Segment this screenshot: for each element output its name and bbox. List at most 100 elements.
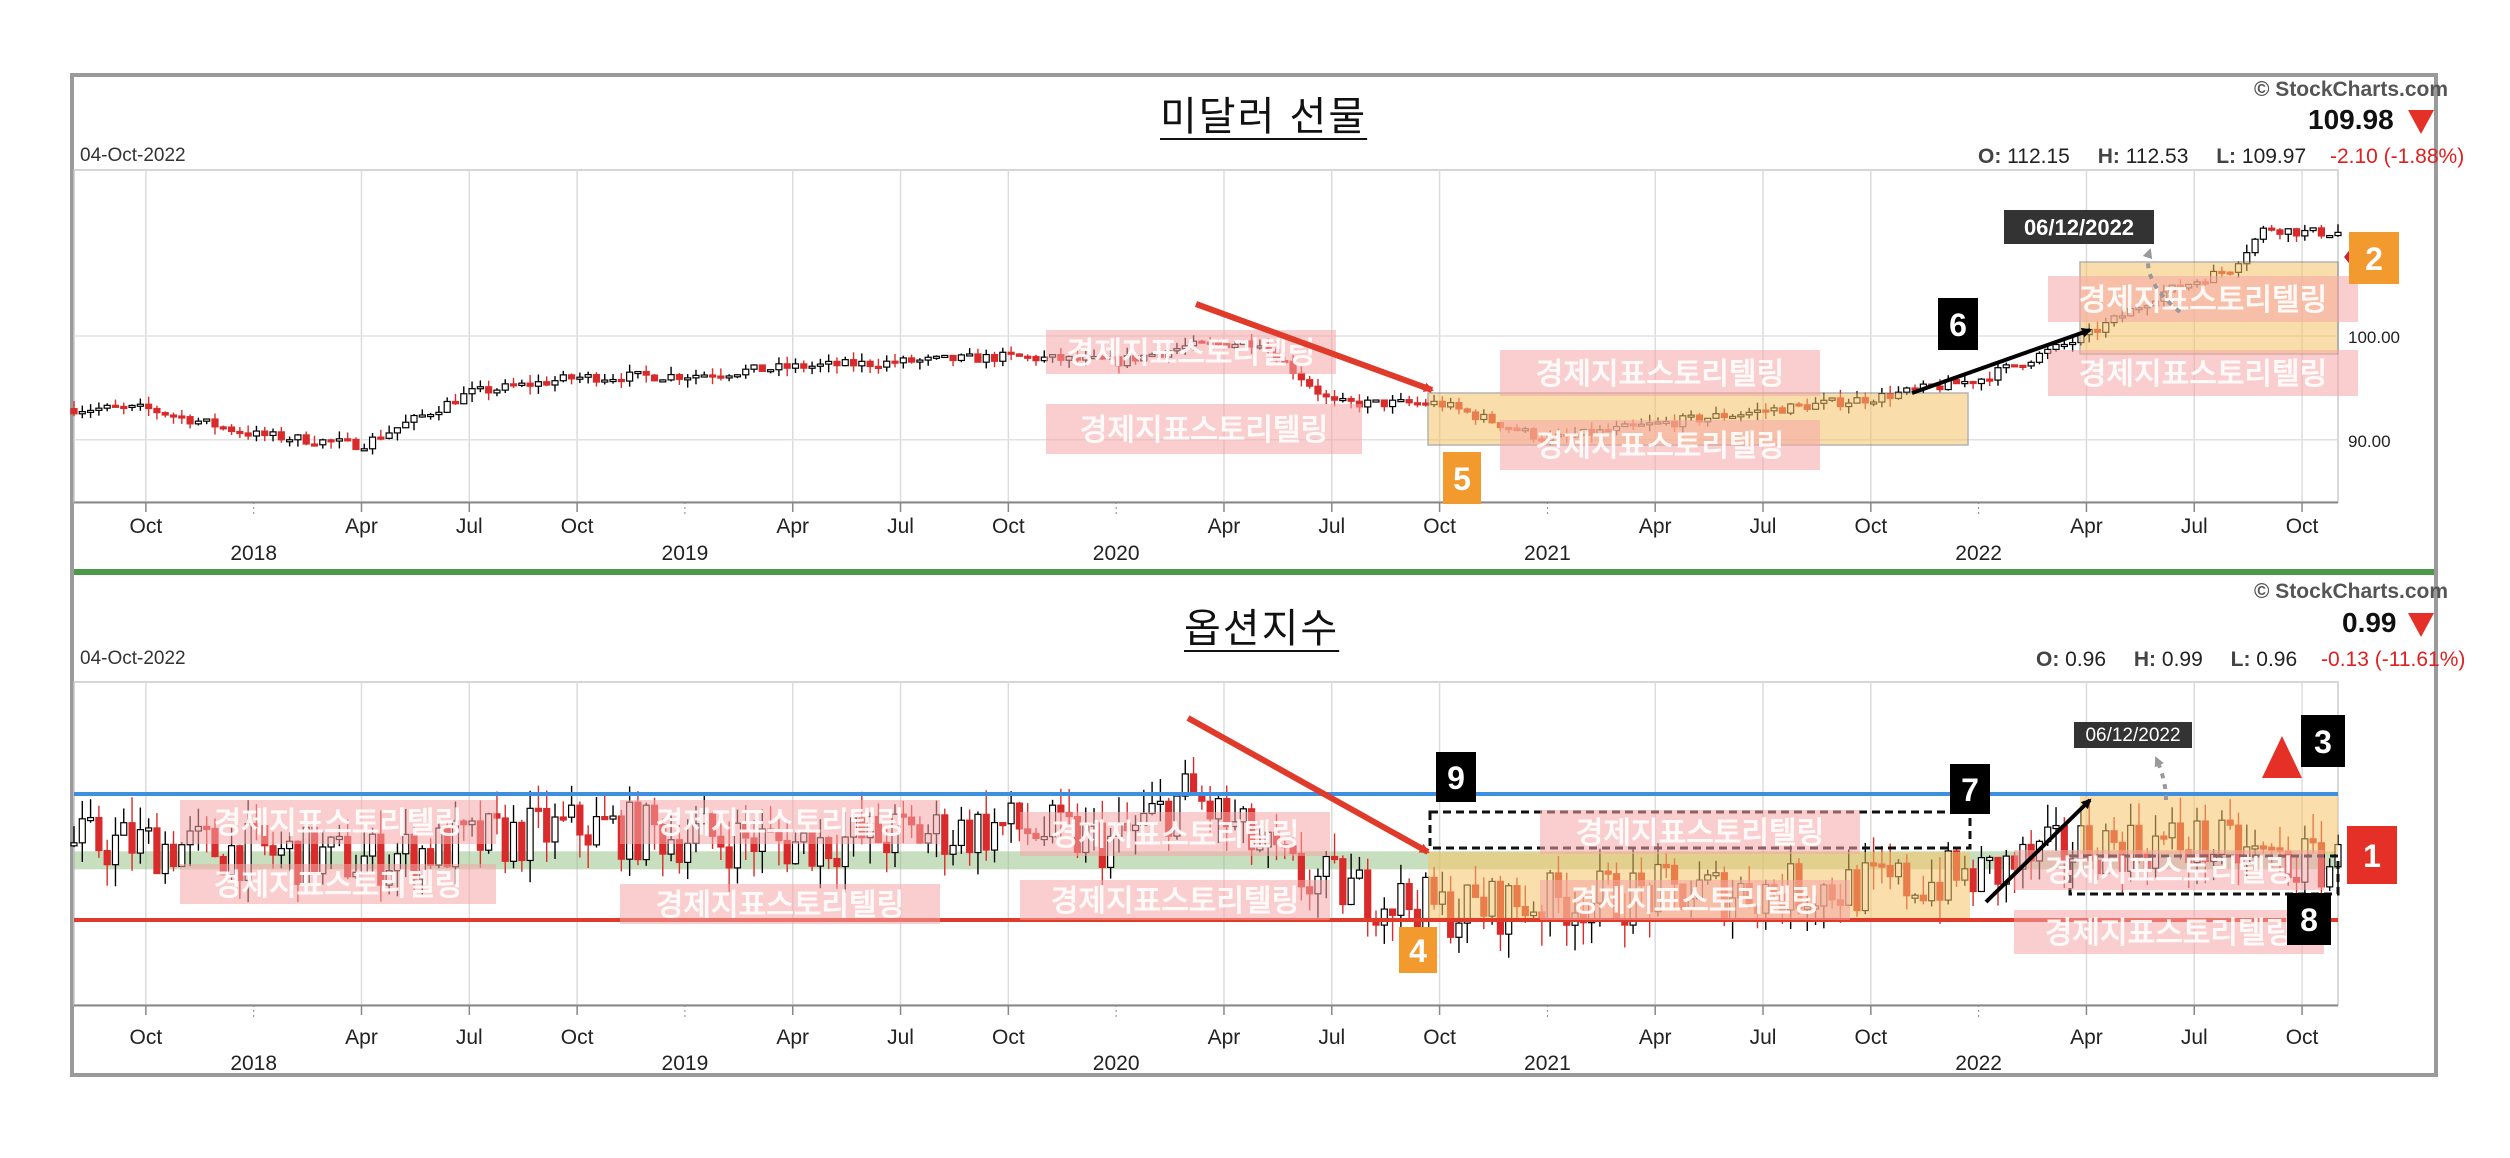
- candle-down: [1024, 355, 1032, 359]
- watermark-box: [180, 800, 496, 844]
- candle-down: [1189, 773, 1198, 794]
- candle-down: [1057, 804, 1065, 814]
- candle-down: [717, 375, 725, 379]
- year-label: 2019: [662, 542, 709, 565]
- candle-down: [1405, 882, 1413, 911]
- candle-up: [319, 439, 327, 446]
- candle-down: [1388, 908, 1397, 916]
- year-label: 2018: [230, 542, 277, 565]
- candle-down: [145, 403, 153, 410]
- candle-down: [526, 382, 534, 387]
- candle-up: [534, 381, 543, 387]
- watermark-box: [2048, 276, 2358, 322]
- candle-down: [982, 813, 990, 851]
- candle-up: [684, 377, 692, 381]
- candle-down: [451, 400, 460, 405]
- x-tick-label: Apr: [345, 515, 378, 538]
- candle-down: [70, 408, 78, 415]
- candle-down: [576, 804, 584, 836]
- candle-up: [476, 386, 484, 390]
- candle-up: [684, 842, 692, 863]
- dotted-arrow: [2154, 756, 2168, 801]
- candle-down: [999, 821, 1007, 827]
- candle-down: [617, 378, 625, 383]
- candle-down: [966, 819, 974, 854]
- candle-down: [244, 432, 252, 437]
- candle-down: [650, 374, 659, 382]
- last-price: 0.99: [2342, 607, 2397, 638]
- candle-down: [783, 363, 791, 369]
- watermark-text: 경제지표스토리텔링: [656, 807, 904, 840]
- candle-up: [592, 816, 601, 846]
- x-tick-label: Jul: [1318, 1026, 1345, 1049]
- candle-down: [153, 827, 161, 875]
- candle-up: [551, 816, 559, 843]
- candle-up: [609, 378, 617, 383]
- candle-down: [2268, 227, 2276, 231]
- candle-down: [1322, 393, 1330, 398]
- last-price: 109.98: [2308, 104, 2394, 135]
- x-tick-label: Apr: [2070, 515, 2103, 538]
- candle-up: [692, 374, 700, 379]
- candle-up: [468, 388, 476, 395]
- x-tick-label: Apr: [1208, 515, 1241, 538]
- candle-up: [95, 407, 103, 411]
- candle-up: [750, 364, 758, 370]
- candle-up: [767, 369, 775, 373]
- watermark-box: [1500, 350, 1820, 396]
- candle-up: [145, 827, 153, 832]
- up-triangle-icon: [2262, 736, 2302, 778]
- candle-up: [609, 815, 617, 820]
- candle-up: [70, 842, 78, 847]
- candle-up: [2251, 238, 2259, 254]
- candle-down: [758, 364, 766, 372]
- x-tick-label: Jul: [887, 515, 914, 538]
- candle-down: [1936, 385, 1944, 391]
- number-badge-label: 8: [2300, 902, 2318, 938]
- candle-up: [957, 354, 965, 362]
- x-tick-label: Oct: [130, 515, 163, 538]
- candle-up: [825, 360, 833, 365]
- candle-up: [2035, 352, 2044, 363]
- candle-up: [841, 359, 849, 367]
- y-tick-label: 90.00: [2348, 432, 2391, 451]
- x-tick-label: Apr: [1639, 515, 1672, 538]
- x-tick-label: Oct: [561, 1026, 594, 1049]
- candle-up: [2334, 231, 2342, 237]
- candle-up: [136, 403, 144, 407]
- candle-down: [1306, 379, 1314, 387]
- candle-up: [1455, 922, 1463, 938]
- candle-down: [269, 845, 277, 856]
- number-badge-label: 7: [1961, 772, 1979, 808]
- candle-down: [2276, 229, 2284, 235]
- x-tick-label: Oct: [1423, 1026, 1456, 1049]
- year-label: 2019: [662, 1052, 709, 1075]
- panel-divider: [74, 569, 2434, 575]
- candle-down: [949, 354, 957, 362]
- candle-up: [899, 357, 907, 364]
- highlight-box: [2080, 794, 2338, 854]
- trend-arrow: [1194, 301, 1434, 393]
- number-badge-label: 3: [2314, 724, 2332, 760]
- candle-down: [277, 431, 285, 441]
- number-badge: [1950, 764, 1990, 814]
- x-tick-label: Oct: [130, 1026, 163, 1049]
- watermark-text: 경제지표스토리텔링: [1536, 358, 1784, 391]
- number-badge: [1443, 452, 1481, 504]
- candle-up: [111, 834, 120, 866]
- candle-up: [2060, 343, 2068, 348]
- candle-down: [800, 363, 808, 369]
- number-badge: [2347, 826, 2397, 884]
- candle-up: [808, 365, 816, 369]
- candle-down: [153, 407, 161, 414]
- watermark-box: [1540, 880, 1850, 920]
- candle-down: [866, 360, 874, 368]
- number-badge-label: 1: [2363, 838, 2381, 874]
- y-tick-label: 100.00: [2348, 328, 2400, 347]
- candle-down: [1405, 399, 1413, 404]
- number-badge: [1938, 298, 1978, 350]
- candle-up: [916, 359, 924, 363]
- number-badge-label: 5: [1453, 461, 1471, 497]
- panel-date: 04-Oct-2022: [80, 648, 186, 669]
- candle-up: [1986, 856, 1994, 862]
